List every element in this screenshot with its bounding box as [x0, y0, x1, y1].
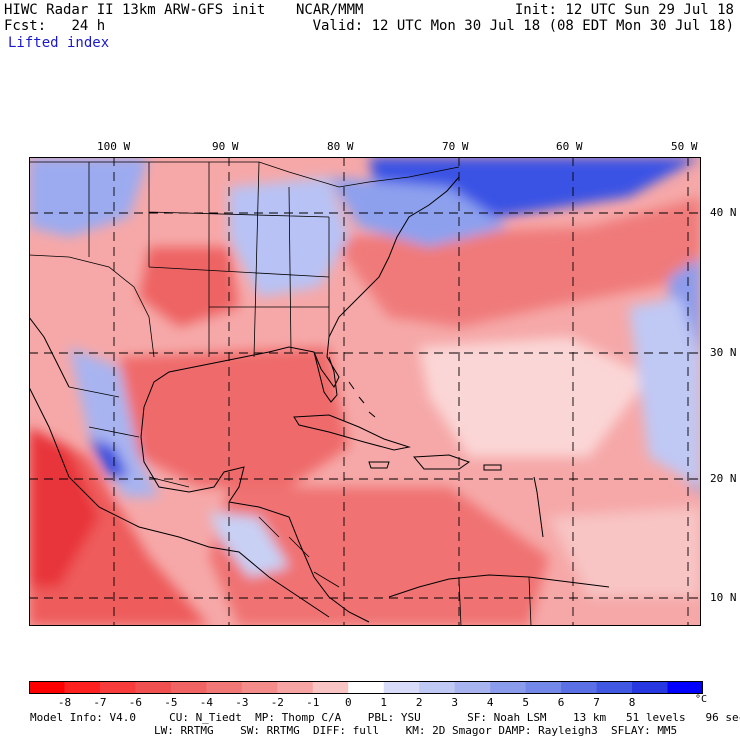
colorbar-swatch	[64, 681, 101, 694]
lifted-index-map	[29, 157, 701, 626]
field-shading	[29, 157, 701, 626]
lon-label-50w: 50 W	[671, 140, 698, 153]
colorbar-swatch	[632, 681, 669, 694]
colorbar-swatch	[667, 681, 703, 694]
colorbar-unit: °C	[695, 694, 708, 705]
us-mexico-border	[29, 254, 155, 358]
lon-label-60w: 60 W	[556, 140, 583, 153]
valid-time: Valid: 12 UTC Mon 30 Jul 18 (08 EDT Mon …	[312, 18, 734, 34]
central-america-coast	[228, 501, 370, 623]
state-borders	[88, 161, 330, 358]
political-borders	[29, 161, 532, 626]
organization-label: NCAR/MMM	[296, 2, 364, 18]
forecast-label: Fcst:	[4, 18, 47, 34]
colorbar-swatch	[419, 681, 456, 694]
lon-label-100w: 100 W	[97, 140, 131, 153]
lat-label-30n: 30 N	[710, 346, 737, 359]
colorbar-swatch	[348, 681, 385, 694]
colorbar-swatch	[596, 681, 633, 694]
jamaica-outline	[368, 461, 390, 469]
mexico-coast-strong-negative	[29, 427, 99, 587]
colorbar	[29, 681, 703, 694]
colorbar-swatch	[525, 681, 562, 694]
colorbar-tick-label: 1	[380, 696, 388, 709]
colorbar-tick-label: 0	[344, 696, 352, 709]
colorbar-swatch	[383, 681, 420, 694]
model-info-line-2: LW: RRTMG SW: RRTMG DIFF: full KM: 2D Sm…	[154, 724, 678, 737]
colorbar-tick-label: -6	[128, 696, 143, 709]
atlantic-negative-band	[329, 197, 701, 327]
mexico-east-coast	[140, 406, 245, 503]
puerto-rico-outline	[483, 464, 502, 471]
lat-label-40n: 40 N	[710, 206, 737, 219]
northeast-positive-fringe	[329, 177, 509, 247]
lat-label-20n: 20 N	[710, 472, 737, 485]
colorbar-swatch	[29, 681, 65, 694]
model-info-line-1: Model Info: V4.0 CU: N_Tiedt MP: Thomp C…	[30, 711, 740, 724]
colorbar-swatch	[170, 681, 207, 694]
colorbar-swatch	[241, 681, 278, 694]
lat-label-10n: 10 N	[710, 591, 737, 604]
field-name: Lifted index	[8, 35, 110, 51]
colorbar-tick-label: -4	[199, 696, 213, 709]
colorbar-tick-label: -2	[270, 696, 284, 709]
init-time: Init: 12 UTC Sun 29 Jul 18	[514, 2, 734, 18]
lon-label-70w: 70 W	[442, 140, 469, 153]
colorbar-tick-label: 6	[557, 696, 565, 709]
colorbar-tick-label: 3	[451, 696, 458, 709]
colorbar-tick-label: -3	[235, 696, 249, 709]
colorbar-swatch	[312, 681, 349, 694]
forecast-hour: Fcst: 24 h	[4, 18, 105, 34]
baja-coast	[29, 316, 70, 388]
central-america-positive	[209, 512, 289, 577]
south-atlantic-weak	[549, 507, 701, 597]
colorbar-tick-label: -1	[306, 696, 320, 709]
mexico-pacific-coast	[29, 386, 330, 618]
colorbar-swatch	[277, 681, 314, 694]
bahamas-islands	[348, 381, 376, 418]
colorbar-tick-label: 7	[593, 696, 600, 709]
mexico-strong-positive	[89, 437, 129, 477]
graticule	[29, 157, 701, 626]
colorbar-tick-label: 2	[415, 696, 423, 709]
gulf-negative-area	[119, 347, 349, 487]
colorbar-swatch	[454, 681, 491, 694]
east-atlantic-weak	[629, 297, 701, 487]
lon-label-80w: 80 W	[327, 140, 354, 153]
lesser-antilles	[533, 476, 544, 538]
mexico-positive-area	[69, 347, 159, 497]
lon-label-90w: 90 W	[212, 140, 239, 153]
map-frame	[29, 157, 701, 626]
caribbean-negative-area	[209, 487, 549, 626]
map-title: HIWC Radar II 13km ARW-GFS init	[4, 2, 266, 18]
forecast-value: 24 h	[71, 18, 106, 34]
colorbar-swatch	[490, 681, 527, 694]
coastlines	[29, 176, 610, 623]
colorbar-tick-label: 5	[522, 696, 529, 709]
colorbar-swatch	[99, 681, 136, 694]
colorbar-tick-label: -8	[57, 696, 72, 709]
atlantic-weak-area	[419, 337, 649, 457]
colorbar-tick-label: 4	[486, 696, 494, 709]
colorbar-frame	[29, 681, 703, 694]
south-america-coast	[388, 574, 610, 598]
central-america-borders	[258, 516, 340, 588]
colorbar-tick-label: -7	[93, 696, 107, 709]
florida-outline	[313, 351, 338, 403]
hispaniola-outline	[412, 454, 471, 470]
us-gulf-coast	[143, 346, 315, 408]
colorbar-swatch	[561, 681, 598, 694]
south-america-borders	[458, 576, 532, 626]
colorbar-tick-label: -5	[164, 696, 178, 709]
colorbar-tick-label: 8	[628, 696, 636, 709]
colorbar-swatch	[206, 681, 243, 694]
colorbar-swatch	[135, 681, 172, 694]
us-midwest-positive	[229, 177, 349, 297]
